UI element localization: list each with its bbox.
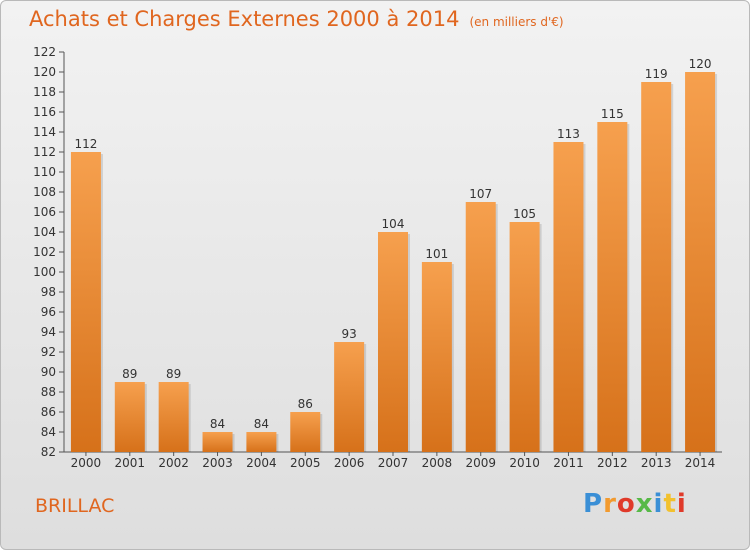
y-tick-label: 116 [33, 105, 56, 119]
bar-2009 [465, 202, 496, 452]
y-tick-label: 94 [41, 325, 56, 339]
logo-letter: o [616, 489, 636, 519]
bar-value-label: 86 [298, 397, 313, 411]
bar-value-label: 84 [210, 417, 225, 431]
logo-letter: P [583, 489, 604, 519]
x-tick-label: 2002 [158, 456, 189, 470]
y-tick-label: 120 [33, 65, 56, 79]
y-tick-label: 104 [33, 225, 56, 239]
y-tick-label: 88 [41, 385, 56, 399]
bar-value-label: 120 [689, 57, 712, 71]
y-tick-label: 122 [33, 45, 56, 59]
proxiti-logo[interactable]: Proxiti [583, 489, 687, 519]
bar-value-label: 104 [382, 217, 405, 231]
bar-2004 [246, 432, 277, 452]
title-text: Achats et Charges Externes 2000 à 2014 [29, 7, 460, 31]
y-tick-label: 96 [41, 305, 56, 319]
x-tick-label: 2009 [465, 456, 496, 470]
x-tick-label: 2005 [290, 456, 321, 470]
y-tick-label: 102 [33, 245, 56, 259]
bar-value-label: 113 [557, 127, 580, 141]
y-tick-label: 114 [33, 125, 56, 139]
bar-2007 [378, 232, 408, 452]
bar-value-label: 115 [601, 107, 624, 121]
x-tick-label: 2001 [115, 456, 146, 470]
x-tick-label: 2000 [71, 456, 102, 470]
logo-letter: i [653, 489, 664, 519]
bar-2013 [641, 82, 672, 452]
bar-value-label: 119 [645, 67, 668, 81]
y-tick-label: 110 [33, 165, 56, 179]
x-tick-label: 2007 [378, 456, 409, 470]
y-tick-label: 100 [33, 265, 56, 279]
bar-2008 [421, 262, 452, 452]
bar-2002 [158, 382, 189, 452]
logo-letter: t [663, 489, 677, 519]
bar-2006 [334, 342, 365, 452]
x-tick-label: 2014 [685, 456, 716, 470]
bar-2014 [685, 72, 716, 452]
bar-value-label: 107 [469, 187, 492, 201]
bar-2010 [509, 222, 540, 452]
x-tick-label: 2013 [641, 456, 672, 470]
x-tick-label: 2006 [334, 456, 365, 470]
bar-2000 [70, 152, 101, 452]
bar-value-label: 89 [166, 367, 181, 381]
y-tick-label: 90 [41, 365, 56, 379]
y-tick-label: 106 [33, 205, 56, 219]
unit-text: (en milliers d'€) [469, 15, 564, 29]
commune-name: BRILLAC [35, 495, 115, 517]
chart-title: Achats et Charges Externes 2000 à 2014 (e… [29, 7, 564, 31]
bar-value-label: 93 [341, 327, 356, 341]
bar-value-label: 105 [513, 207, 536, 221]
bar-value-label: 101 [425, 247, 448, 261]
x-tick-label: 2008 [422, 456, 453, 470]
bar-value-label: 84 [254, 417, 269, 431]
y-tick-label: 86 [41, 405, 56, 419]
logo-letter: i [676, 489, 687, 519]
logo-letter: x [635, 489, 654, 519]
x-tick-label: 2004 [246, 456, 277, 470]
y-tick-label: 84 [41, 425, 56, 439]
x-tick-label: 2010 [509, 456, 540, 470]
y-tick-label: 82 [41, 445, 56, 459]
x-tick-label: 2012 [597, 456, 628, 470]
bar-value-label: 112 [74, 137, 97, 151]
y-tick-label: 108 [33, 185, 56, 199]
y-tick-label: 112 [33, 145, 56, 159]
y-tick-label: 98 [41, 285, 56, 299]
x-tick-label: 2011 [553, 456, 584, 470]
logo-letter: r [603, 489, 617, 519]
y-tick-label: 92 [41, 345, 56, 359]
bar-2003 [202, 432, 233, 452]
x-tick-label: 2003 [202, 456, 233, 470]
bar-2011 [553, 142, 584, 452]
y-tick-label: 118 [33, 85, 56, 99]
bar-value-label: 89 [122, 367, 137, 381]
bar-2001 [114, 382, 145, 452]
bar-2012 [597, 122, 628, 452]
bar-2005 [290, 412, 321, 452]
